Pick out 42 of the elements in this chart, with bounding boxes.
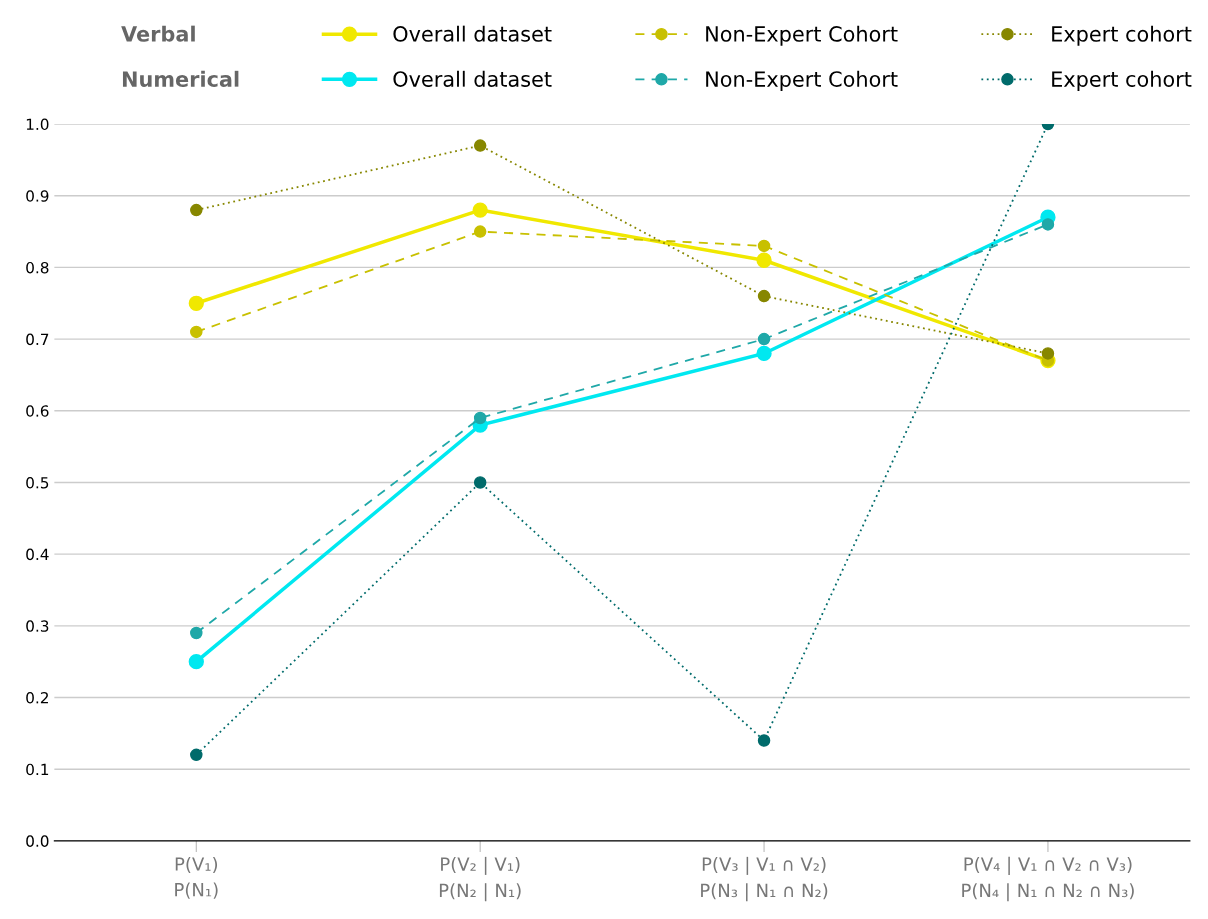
legend-label: Non-Expert Cohort	[706, 70, 898, 91]
point	[1041, 218, 1055, 231]
y-tick-label: 0.5	[26, 476, 49, 489]
point	[190, 626, 203, 640]
point	[756, 252, 772, 268]
y-tick-label: 0.0	[26, 835, 49, 847]
y-tick-label: 0.6	[26, 405, 49, 417]
point	[757, 332, 771, 346]
y-tick-label: 0.7	[26, 333, 49, 346]
y-tick-label: 1.0	[26, 118, 49, 131]
point	[472, 202, 488, 218]
point	[1041, 347, 1055, 360]
point	[188, 654, 204, 670]
text: Verbal	[121, 25, 195, 42]
point	[473, 411, 487, 425]
y-tick-label: 0.3	[26, 620, 49, 632]
x-tick-label: P(V₂ | V₁) P(N₂ | N₁)	[439, 856, 521, 902]
point	[190, 748, 203, 762]
point	[190, 325, 203, 339]
point	[756, 345, 772, 362]
point	[473, 139, 487, 152]
x-tick-label: P(V₁) P(N₁)	[175, 856, 218, 899]
point	[473, 225, 487, 238]
text: Numerical	[122, 70, 239, 87]
legend-label: Overall dataset	[393, 25, 552, 42]
legend-label: Expert cohort	[1052, 25, 1192, 46]
point	[757, 239, 771, 253]
y-tick-label: 0.1	[26, 763, 49, 776]
y-tick-label: 0.4	[26, 548, 49, 561]
legend-label: Overall dataset	[393, 70, 552, 87]
point	[757, 734, 771, 747]
point	[757, 289, 771, 303]
legend-label: Non-Expert Cohort	[706, 25, 898, 46]
legend-label: Expert cohort	[1052, 70, 1192, 91]
y-tick-label: 0.9	[26, 190, 49, 202]
point	[190, 203, 203, 217]
x-tick-label: P(V₄ | V₁ ∩ V₂ ∩ V₃) P(N₄ | N₁ ∩ N₂ ∩ N₃)	[962, 856, 1134, 902]
point	[188, 295, 204, 311]
y-tick-label: 0.2	[26, 691, 48, 704]
x-tick-label: P(V₃ | V₁ ∩ V₂) P(N₃ | N₁ ∩ N₂)	[701, 856, 828, 902]
y-tick-label: 0.8	[26, 261, 49, 274]
point	[473, 476, 487, 489]
